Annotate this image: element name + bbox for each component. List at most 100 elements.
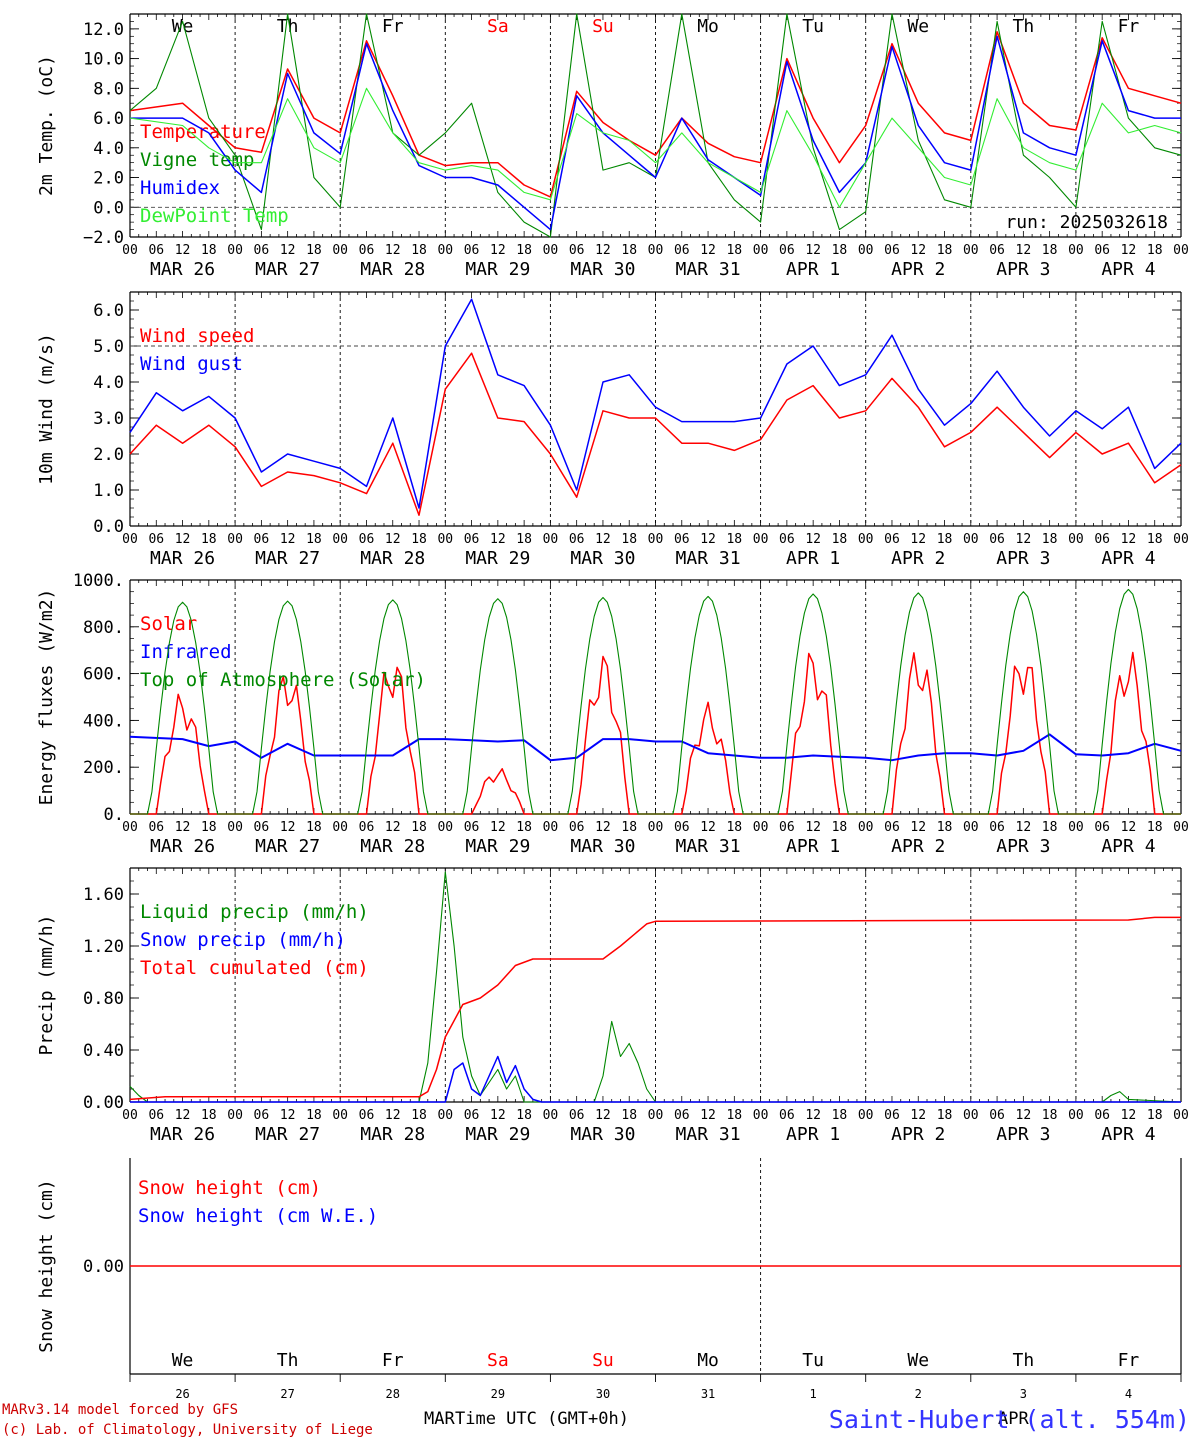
hour-tick-label: 00 bbox=[122, 243, 138, 258]
hour-tick-label: 12 bbox=[175, 243, 191, 258]
hour-tick-label: 06 bbox=[779, 820, 795, 835]
hour-tick-label: 18 bbox=[1147, 532, 1163, 547]
y-axis-title: Precip (mm/h) bbox=[36, 915, 57, 1056]
hour-tick-label: 18 bbox=[1042, 243, 1058, 258]
hour-tick-label: 06 bbox=[569, 1108, 585, 1123]
day-number-label: 1 bbox=[810, 1387, 817, 1401]
hour-tick-label: 00 bbox=[437, 1108, 453, 1123]
hour-tick-label: 06 bbox=[989, 243, 1005, 258]
day-date-label: MAR 30 bbox=[570, 836, 635, 857]
hour-tick-label: 00 bbox=[858, 532, 874, 547]
hour-tick-label: 18 bbox=[201, 243, 217, 258]
series-line-infrared bbox=[129, 733, 1182, 762]
day-date-label: MAR 28 bbox=[360, 836, 425, 857]
day-number-label: 2 bbox=[915, 1387, 922, 1401]
hour-tick-label: 12 bbox=[175, 820, 191, 835]
hour-tick-label: 12 bbox=[280, 243, 296, 258]
hour-tick-label: 00 bbox=[332, 1108, 348, 1123]
hour-tick-label: 06 bbox=[884, 1108, 900, 1123]
day-date-label: APR 1 bbox=[786, 1124, 840, 1145]
weekday-label: Th bbox=[1013, 16, 1035, 37]
hour-tick-label: 18 bbox=[832, 532, 848, 547]
hour-tick-label: 18 bbox=[306, 820, 322, 835]
hour-tick-label: 18 bbox=[411, 1108, 427, 1123]
hour-tick-label: 06 bbox=[989, 820, 1005, 835]
hour-tick-label: 18 bbox=[621, 1108, 637, 1123]
hour-tick-label: 12 bbox=[910, 820, 926, 835]
hour-tick-label: 00 bbox=[543, 1108, 559, 1123]
hour-tick-label: 12 bbox=[385, 1108, 401, 1123]
station-label: Saint-Hubert (alt. 554m) bbox=[829, 1405, 1190, 1434]
y-tick-label: 1000. bbox=[73, 571, 124, 591]
series-line-vigne-temp bbox=[129, 13, 1182, 238]
hour-tick-label: 06 bbox=[254, 532, 270, 547]
hour-tick-label: 00 bbox=[963, 820, 979, 835]
hour-tick-label: 18 bbox=[1147, 820, 1163, 835]
hour-tick-label: 12 bbox=[805, 1108, 821, 1123]
hour-tick-label: 18 bbox=[516, 1108, 532, 1123]
y-tick-label: 10.0 bbox=[83, 50, 124, 70]
day-date-label: MAR 28 bbox=[360, 259, 425, 280]
day-number-label: 27 bbox=[280, 1387, 294, 1401]
hour-tick-label: 00 bbox=[332, 243, 348, 258]
hour-tick-label: 12 bbox=[595, 820, 611, 835]
hour-tick-label: 18 bbox=[832, 1108, 848, 1123]
day-date-label: APR 2 bbox=[891, 836, 945, 857]
weekday-label: Fr bbox=[382, 1350, 404, 1371]
hour-tick-label: 06 bbox=[779, 243, 795, 258]
hour-tick-label: 18 bbox=[1042, 820, 1058, 835]
y-tick-label: 400. bbox=[83, 711, 124, 731]
hour-tick-label: 00 bbox=[543, 243, 559, 258]
hour-tick-label: 06 bbox=[674, 820, 690, 835]
hour-tick-label: 00 bbox=[437, 532, 453, 547]
hour-tick-label: 00 bbox=[753, 532, 769, 547]
y-axis-title: Snow height (cm) bbox=[36, 1179, 57, 1352]
hour-tick-label: 18 bbox=[726, 820, 742, 835]
hour-tick-label: 12 bbox=[1121, 1108, 1137, 1123]
hour-tick-label: 06 bbox=[884, 820, 900, 835]
hour-tick-label: 18 bbox=[937, 1108, 953, 1123]
hour-tick-label: 06 bbox=[359, 243, 375, 258]
hour-tick-label: 18 bbox=[411, 820, 427, 835]
hour-tick-label: 12 bbox=[595, 1108, 611, 1123]
series-line-wind-speed bbox=[129, 352, 1182, 516]
weekday-label: We bbox=[172, 16, 194, 37]
day-date-label: MAR 27 bbox=[255, 548, 320, 569]
hour-tick-label: 18 bbox=[306, 1108, 322, 1123]
panel-precip: 00 06 12 18 00 06 12 18 00 06 12 18 00 06 12 18 00 06 12 18… bbox=[36, 867, 1189, 1145]
day-number-label: 4 bbox=[1125, 1387, 1132, 1401]
hour-tick-label: 06 bbox=[1094, 1108, 1110, 1123]
day-date-label: MAR 27 bbox=[255, 836, 320, 857]
hour-tick-label: 00 bbox=[1068, 532, 1084, 547]
day-number-label: 31 bbox=[701, 1387, 715, 1401]
day-date-label: MAR 30 bbox=[570, 259, 635, 280]
hour-tick-label: 18 bbox=[1147, 243, 1163, 258]
day-date-label: MAR 29 bbox=[465, 548, 530, 569]
weekday-label: Th bbox=[1013, 1350, 1035, 1371]
hour-tick-label: 12 bbox=[1121, 532, 1137, 547]
hour-tick-label: 00 bbox=[753, 243, 769, 258]
hour-tick-label: 12 bbox=[1016, 243, 1032, 258]
weekday-label: We bbox=[907, 16, 929, 37]
y-tick-label: 4.0 bbox=[93, 373, 124, 393]
day-date-label: MAR 28 bbox=[360, 1124, 425, 1145]
hour-tick-label: 00 bbox=[1068, 243, 1084, 258]
y-tick-label: 1.0 bbox=[93, 481, 124, 501]
weekday-label: Fr bbox=[1118, 16, 1140, 37]
weekday-label: Tu bbox=[802, 16, 824, 37]
legend-entry: Snow height (cm) bbox=[138, 1177, 321, 1199]
hour-tick-label: 12 bbox=[910, 532, 926, 547]
hour-tick-label: 00 bbox=[648, 820, 664, 835]
y-tick-label: 3.0 bbox=[93, 409, 124, 429]
y-tick-label: 0.00 bbox=[83, 1257, 124, 1277]
hour-tick-label: 00 bbox=[753, 1108, 769, 1123]
hour-tick-label: 18 bbox=[832, 243, 848, 258]
day-date-label: MAR 31 bbox=[676, 548, 741, 569]
weekday-label: Mo bbox=[697, 16, 719, 37]
hour-tick-label: 06 bbox=[989, 532, 1005, 547]
y-tick-label: 0.0 bbox=[93, 517, 124, 537]
hour-tick-label: 18 bbox=[516, 820, 532, 835]
hour-tick-label: 00 bbox=[543, 820, 559, 835]
hour-tick-label: 06 bbox=[1094, 820, 1110, 835]
y-tick-label: 8.0 bbox=[93, 79, 124, 99]
